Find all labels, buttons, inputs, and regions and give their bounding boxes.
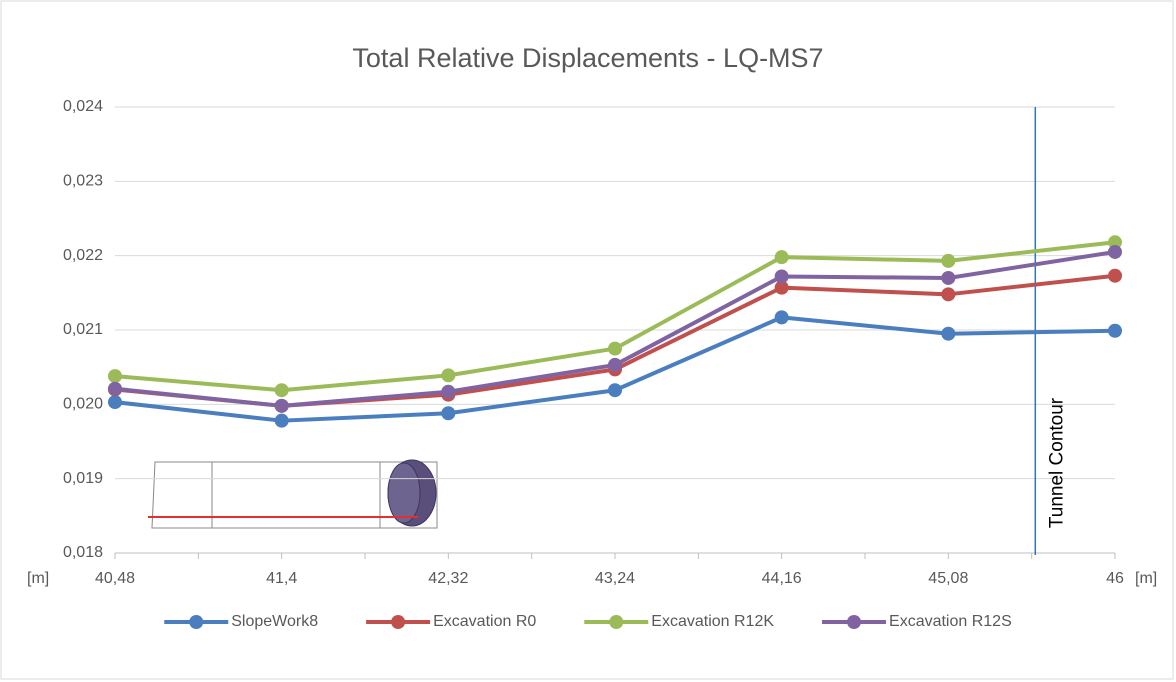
- legend-label: SlopeWork8: [231, 613, 318, 630]
- x-tick-label: 42,32: [428, 570, 468, 587]
- x-tick-label: 40,48: [95, 570, 135, 587]
- x-axis-label: [m]: [1135, 570, 1157, 587]
- point: [775, 250, 789, 264]
- point: [941, 271, 955, 285]
- point: [1108, 269, 1122, 283]
- x-tick-label: 41,4: [266, 570, 297, 587]
- y-tick-label: 0,024: [63, 98, 103, 115]
- point: [1108, 245, 1122, 259]
- chart: Total Relative Displacements - LQ-MS7 0,…: [0, 0, 1176, 682]
- point: [108, 369, 122, 383]
- x-axis-label: [m]: [27, 570, 49, 587]
- point: [941, 327, 955, 341]
- point: [941, 287, 955, 301]
- annotation-text: Tunnel Contour: [1046, 397, 1067, 528]
- point: [608, 342, 622, 356]
- point: [108, 395, 122, 409]
- x-tick-label: 44,16: [762, 570, 802, 587]
- page: Total Relative Displacements - LQ-MS7 0,…: [0, 0, 1176, 682]
- chart-title: Total Relative Displacements - LQ-MS7: [352, 43, 823, 73]
- y-tick-label: 0,023: [63, 173, 103, 190]
- point: [608, 383, 622, 397]
- y-tick-label: 0,022: [63, 247, 103, 264]
- point: [775, 310, 789, 324]
- point: [275, 383, 289, 397]
- point: [608, 358, 622, 372]
- y-tick-label: 0,019: [63, 470, 103, 487]
- legend-marker: [391, 615, 405, 629]
- point: [108, 382, 122, 396]
- point: [441, 368, 455, 382]
- legend-marker: [847, 615, 861, 629]
- x-tick-label: 45,08: [928, 570, 968, 587]
- y-tick-label: 0,020: [63, 396, 103, 413]
- x-tick-label: 43,24: [595, 570, 635, 587]
- point: [275, 414, 289, 428]
- y-tick-label: 0,018: [63, 544, 103, 561]
- y-tick-label: 0,021: [63, 321, 103, 338]
- x-tick-label: 46: [1106, 570, 1124, 587]
- legend-label: Excavation R12S: [889, 613, 1012, 630]
- point: [775, 269, 789, 283]
- legend-label: Excavation R0: [433, 613, 536, 630]
- legend-marker: [189, 615, 203, 629]
- legend-label: Excavation R12K: [651, 613, 774, 630]
- point: [441, 406, 455, 420]
- point: [441, 385, 455, 399]
- legend-marker: [609, 615, 623, 629]
- point: [941, 254, 955, 268]
- point: [275, 399, 289, 413]
- chart-border: [1, 1, 1173, 679]
- point: [1108, 324, 1122, 338]
